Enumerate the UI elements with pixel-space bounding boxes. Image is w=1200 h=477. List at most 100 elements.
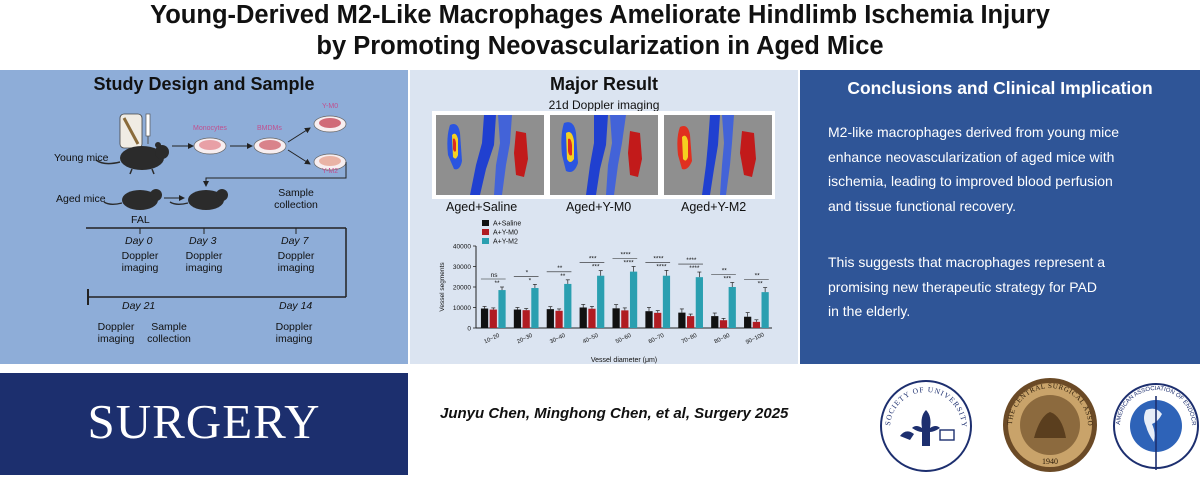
- bar-a-y-m0: [719, 320, 728, 328]
- significance-top: ****: [621, 252, 632, 259]
- x-axis-label: Vessel diameter (μm): [591, 357, 657, 364]
- doppler-image-saline: [436, 115, 544, 195]
- bar-a-saline: [480, 308, 489, 328]
- bar-a-y-m2: [728, 287, 736, 328]
- doppler-day21: Doppler imaging: [97, 321, 135, 345]
- legend-swatch: [482, 238, 489, 244]
- significance-bottom: *: [529, 277, 532, 284]
- bar-a-y-m0: [654, 312, 662, 328]
- bar-a-saline: [579, 307, 587, 328]
- legend-swatch: [482, 229, 489, 235]
- significance-bottom: **: [495, 280, 501, 287]
- group-label-ym0: Aged+Y-M0: [566, 200, 632, 214]
- authors-citation: Junyu Chen, Minghong Chen, et al, Surger…: [440, 405, 789, 422]
- significance-bottom: ****: [624, 260, 635, 267]
- sample-collection-top: Sample collection: [274, 187, 318, 211]
- bar-a-y-m0: [588, 308, 596, 328]
- american-association-endocrine-surgeons-logo: AMERICAN ASSOCIATION OF ENDOCRINE SURGEO…: [1112, 376, 1199, 470]
- x-tick-label: 50~60: [615, 333, 632, 345]
- bar-a-y-m2: [662, 275, 671, 328]
- significance-top: **: [722, 267, 728, 274]
- doppler-image-ym2: [664, 115, 772, 195]
- ym0-label: Y-M0: [322, 103, 339, 110]
- arrow-to-ym0: [287, 127, 311, 143]
- bone-marrow-extraction-icon: [119, 113, 151, 149]
- society-university-surgeons-logo: SOCIETY OF UNIVERSITY SURGEONS: [876, 376, 972, 472]
- study-design-diagram: [86, 113, 347, 305]
- young-mice-label: Young mice: [54, 152, 109, 164]
- conclusion-panel: Conclusions and Clinical Implication M2-…: [800, 70, 1200, 364]
- bar-a-y-m2: [597, 275, 605, 328]
- journal-name: SURGERY: [87, 394, 321, 449]
- bar-a-y-m2: [564, 283, 572, 328]
- young-mouse-icon: [95, 142, 169, 175]
- bmdms-label: BMDMs: [257, 125, 282, 132]
- ym0-dish-icon: [313, 115, 347, 133]
- bar-a-saline: [744, 316, 752, 328]
- x-tick-label: 60~70: [648, 333, 665, 345]
- significance-bottom: ****: [689, 265, 700, 272]
- legend-label: A+Y-M2: [493, 239, 518, 246]
- day0-label: Day 0: [125, 235, 153, 247]
- significance-top: *: [526, 269, 529, 276]
- vessel-segments-bar-chart: 0 10000 20000 30000 40000 Vessel segments Vess…: [439, 220, 772, 364]
- doppler-day14: Doppler imaging: [275, 321, 313, 345]
- significance-bottom: **: [758, 281, 764, 288]
- group-label-saline: Aged+Saline: [446, 200, 518, 214]
- x-tick-label: 30~40: [549, 333, 566, 345]
- significance-top: ns: [491, 272, 499, 279]
- significance-top: **: [755, 273, 761, 280]
- y-tick-label: 20000: [453, 285, 471, 292]
- significance-bottom: ****: [656, 263, 667, 270]
- bar-a-y-m0: [522, 310, 530, 328]
- journal-band: SURGERY: [0, 373, 408, 475]
- day14-label: Day 14: [279, 300, 313, 312]
- aged-mouse-icon-2: [169, 189, 228, 210]
- significance-top: **: [557, 265, 563, 272]
- ym2-label: Y-M2: [322, 168, 339, 175]
- bar-a-y-m2: [695, 277, 703, 328]
- y-tick-label: 30000: [453, 264, 471, 271]
- bar-a-saline: [513, 309, 522, 328]
- bar-a-saline: [612, 308, 620, 328]
- bar-a-y-m2: [498, 290, 506, 328]
- bar-a-y-m2: [531, 288, 539, 328]
- legend-label: A+Y-M0: [493, 230, 518, 237]
- x-tick-label: 70~80: [681, 333, 698, 345]
- ym2-dish-icon: [313, 153, 347, 171]
- day3-label: Day 3: [189, 235, 217, 247]
- x-tick-label: 40~50: [582, 333, 599, 345]
- x-tick-label: 80~90: [714, 333, 731, 345]
- significance-bottom: ***: [592, 264, 600, 271]
- x-tick-label: 20~30: [516, 333, 533, 345]
- aged-mouse-icon-1: [103, 189, 162, 210]
- significance-bottom: ***: [723, 275, 731, 282]
- study-design-panel: Study Design and Sample: [0, 70, 408, 364]
- bar-a-saline: [678, 312, 686, 328]
- doppler-day0: Doppler imaging: [121, 250, 159, 274]
- bar-a-saline: [645, 311, 653, 328]
- bar-a-y-m0: [555, 310, 563, 328]
- fal-label: FAL: [131, 214, 150, 226]
- bar-a-y-m2: [761, 292, 769, 328]
- doppler-day7: Doppler imaging: [277, 250, 315, 274]
- doppler-images: [432, 111, 775, 199]
- bar-a-saline: [711, 316, 719, 328]
- bar-a-y-m0: [687, 316, 695, 328]
- significance-top: ****: [653, 255, 664, 262]
- day7-label: Day 7: [281, 235, 309, 247]
- bar-a-y-m0: [621, 310, 629, 328]
- doppler-title: 21d Doppler imaging: [548, 98, 660, 112]
- title-line-2: by Promoting Neovascularization in Aged …: [316, 32, 884, 60]
- doppler-image-ym0: [550, 115, 658, 195]
- legend-swatch: [482, 220, 489, 226]
- bar-a-saline: [546, 309, 554, 328]
- svg-text:1940: 1940: [1042, 457, 1058, 466]
- title-line-1: Young-Derived M2-Like Macrophages Amelio…: [150, 1, 1050, 29]
- aged-mice-label: Aged mice: [56, 193, 106, 205]
- major-result-heading: Major Result: [549, 74, 659, 94]
- conclusion-paragraph-2: This suggests that macrophages represent…: [828, 254, 1106, 319]
- monocytes-label: Monocytes: [193, 125, 227, 132]
- y-tick-label: 0: [467, 326, 471, 333]
- study-design-heading: Study Design and Sample: [93, 74, 315, 94]
